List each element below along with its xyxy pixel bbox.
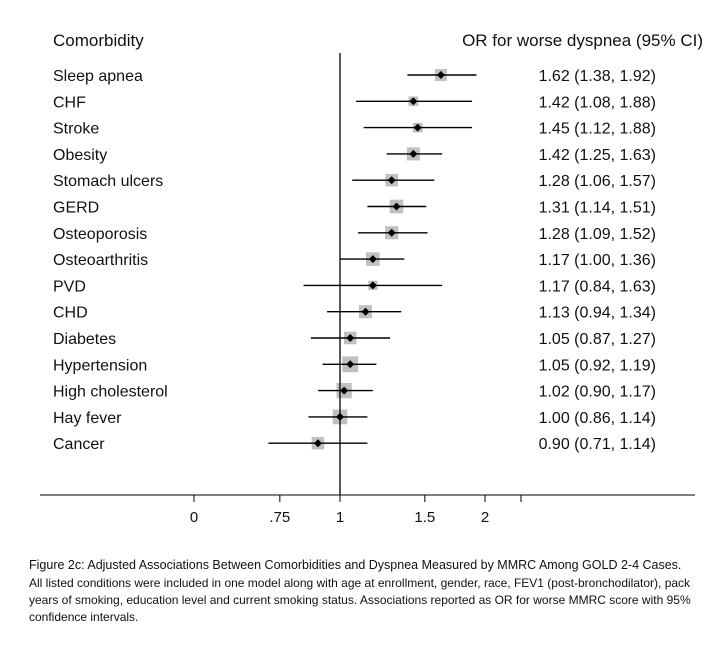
row-label: Hay fever	[53, 410, 122, 427]
row-label: CHD	[53, 305, 88, 322]
x-tick-label: 1	[336, 509, 344, 526]
point-estimate	[392, 202, 401, 211]
row-estimate-text: 1.31 (1.14, 1.51)	[539, 200, 656, 217]
forest-row: Diabetes 1.05 (0.87, 1.27)	[53, 331, 656, 348]
row-label: Stomach ulcers	[53, 173, 163, 190]
point-estimate	[387, 176, 396, 185]
row-estimate-text: 1.02 (0.90, 1.17)	[539, 384, 656, 401]
header-or-ci: OR for worse dyspnea (95% CI)	[462, 31, 703, 50]
caption-body: All listed conditions were included in o…	[29, 576, 691, 624]
row-label: Osteoarthritis	[53, 252, 148, 269]
row-label: PVD	[53, 278, 86, 295]
forest-row: Stroke 1.45 (1.12, 1.88)	[53, 121, 656, 138]
row-label: Hypertension	[53, 357, 147, 374]
point-estimate	[340, 386, 349, 395]
forest-row: Osteoporosis 1.28 (1.09, 1.52)	[53, 226, 656, 243]
point-estimate	[346, 334, 355, 342]
point-estimate	[409, 97, 418, 106]
x-axis-ticks: 0 .75 1 1.5 2	[190, 495, 522, 526]
row-label: High cholesterol	[53, 384, 168, 401]
point-estimate	[368, 281, 377, 290]
forest-row: High cholesterol 1.02 (0.90, 1.17)	[53, 382, 656, 401]
point-estimate	[346, 360, 355, 369]
point-estimate	[387, 228, 396, 237]
point-estimate	[368, 255, 377, 264]
row-estimate-text: 1.13 (0.94, 1.34)	[539, 305, 656, 322]
x-tick-label: 0	[190, 509, 198, 526]
row-label: Cancer	[53, 436, 105, 453]
forest-row: PVD 1.17 (0.84, 1.63)	[53, 278, 656, 295]
point-estimate	[413, 123, 422, 132]
x-tick-label: .75	[269, 509, 290, 526]
row-estimate-text: 1.00 (0.86, 1.14)	[539, 410, 656, 427]
row-estimate-text: 1.28 (1.06, 1.57)	[539, 173, 656, 190]
row-estimate-text: 0.90 (0.71, 1.14)	[539, 436, 656, 453]
forest-row: Osteoarthritis 1.17 (1.00, 1.36)	[53, 252, 656, 269]
point-estimate	[313, 439, 322, 448]
row-label: Osteoporosis	[53, 226, 147, 243]
row-label: CHF	[53, 94, 86, 111]
forest-plot: Comorbidity OR for worse dyspnea (95% CI…	[40, 31, 703, 526]
row-estimate-text: 1.42 (1.08, 1.88)	[539, 94, 656, 111]
row-label: Diabetes	[53, 331, 116, 348]
point-estimate	[436, 71, 445, 79]
forest-row: Hypertension 1.05 (0.92, 1.19)	[53, 356, 656, 374]
row-label: Stroke	[53, 121, 99, 138]
forest-row: GERD 1.31 (1.14, 1.51)	[53, 200, 656, 217]
forest-row: Stomach ulcers 1.28 (1.06, 1.57)	[53, 173, 656, 190]
figure-caption: Figure 2c: Adjusted Associations Between…	[29, 557, 699, 626]
row-estimate-text: 1.05 (0.87, 1.27)	[539, 331, 656, 348]
point-estimate	[361, 307, 370, 316]
row-estimate-text: 1.45 (1.12, 1.88)	[539, 121, 656, 138]
row-label: Sleep apnea	[53, 68, 143, 85]
forest-rows: Sleep apnea 1.62 (1.38, 1.92) CHF 1.42 (1.0…	[53, 68, 656, 453]
row-estimate-text: 1.42 (1.25, 1.63)	[539, 147, 656, 164]
x-tick-label: 2	[481, 509, 489, 526]
point-estimate	[409, 149, 418, 158]
forest-row: Sleep apnea 1.62 (1.38, 1.92)	[53, 68, 656, 85]
row-estimate-text: 1.28 (1.09, 1.52)	[539, 226, 656, 243]
row-estimate-text: 1.17 (0.84, 1.63)	[539, 278, 656, 295]
row-estimate-text: 1.17 (1.00, 1.36)	[539, 252, 656, 269]
forest-row: CHD 1.13 (0.94, 1.34)	[53, 305, 656, 322]
row-estimate-text: 1.05 (0.92, 1.19)	[539, 357, 656, 374]
forest-row: Hay fever 1.00 (0.86, 1.14)	[53, 409, 656, 427]
row-label: GERD	[53, 200, 99, 217]
header-comorbidity: Comorbidity	[53, 31, 144, 50]
row-estimate-text: 1.62 (1.38, 1.92)	[539, 68, 656, 85]
row-label: Obesity	[53, 147, 107, 164]
forest-row: Obesity 1.42 (1.25, 1.63)	[53, 147, 656, 164]
forest-row: CHF 1.42 (1.08, 1.88)	[53, 94, 656, 111]
forest-row: Cancer 0.90 (0.71, 1.14)	[53, 436, 656, 453]
x-tick-label: 1.5	[414, 509, 435, 526]
caption-title: Figure 2c: Adjusted Associations Between…	[29, 558, 682, 572]
